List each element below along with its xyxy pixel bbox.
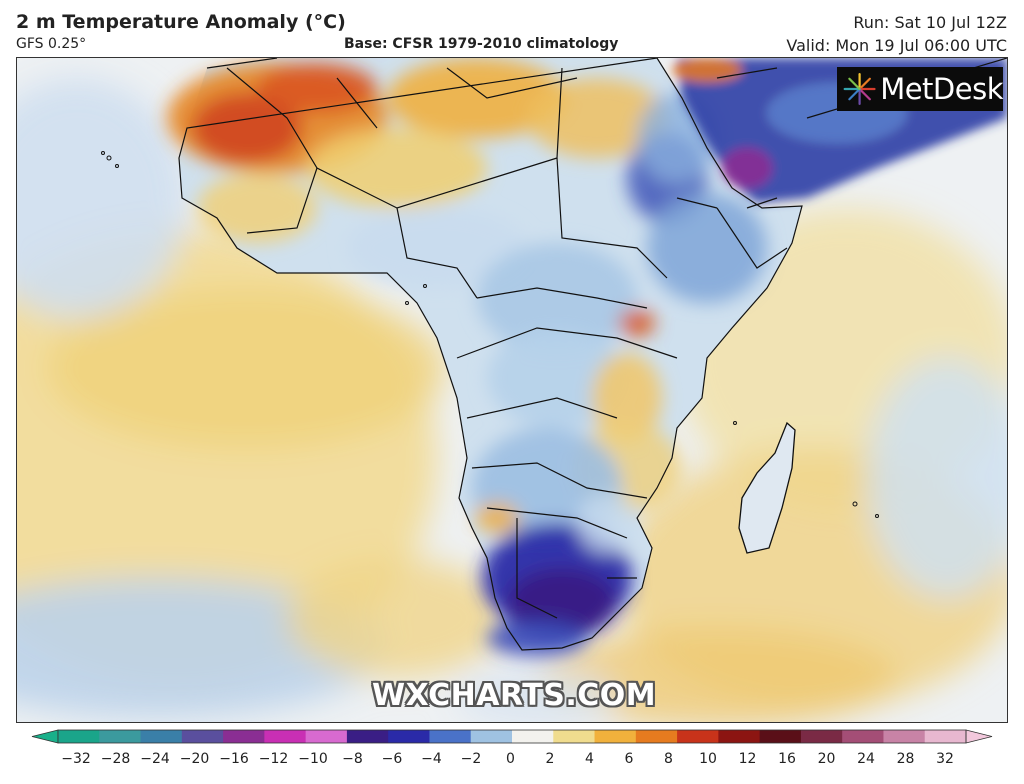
colorbar-tick-label: −32	[61, 751, 91, 767]
colorbar-segment	[429, 730, 472, 743]
metdesk-starburst-icon	[843, 73, 876, 105]
colorbar-tick-label: 6	[624, 751, 634, 767]
colorbar-tick-label: 24	[857, 751, 875, 767]
colorbar-segment	[677, 730, 719, 743]
small-islands	[101, 151, 879, 518]
metdesk-logo: MetDesk	[837, 67, 1003, 111]
colorbar-segment	[388, 730, 430, 743]
colorbar-segment	[305, 730, 348, 743]
colorbar-tick-label: −4	[421, 751, 442, 767]
colorbar-segment	[635, 730, 678, 743]
colorbar-tick-label: −28	[100, 751, 131, 767]
colorbar-tick-label: 32	[936, 751, 954, 767]
colorbar-segment	[883, 730, 926, 743]
anomaly-map	[16, 57, 1008, 723]
wxcharts-watermark: WXCHARTS.COM	[372, 678, 657, 713]
madagascar	[738, 421, 796, 554]
colorbar-tick-label: −12	[258, 751, 289, 767]
colorbar-segment	[553, 730, 596, 743]
colorbar-tick-label: 20	[817, 751, 836, 767]
valid-time-label: Valid: Mon 19 Jul 06:00 UTC	[786, 36, 1007, 55]
colorbar-segment	[718, 730, 761, 743]
colorbar-ticks: −32 −28 −24 −20 −16 −12 −10 −8 −6 −4 −2 0 2 4 6 8 10 12 16…	[0, 751, 1024, 771]
colorbar-segment	[800, 730, 843, 743]
colorbar-segment	[346, 730, 389, 743]
colorbar-segment	[512, 730, 554, 743]
colorbar-tick-label: 12	[738, 751, 757, 767]
colorbar-segment	[759, 730, 802, 743]
chart-header: 2 m Temperature Anomaly (°C) GFS 0.25° B…	[0, 0, 1024, 56]
chart-title: 2 m Temperature Anomaly (°C)	[16, 11, 346, 33]
colorbar-tick-label: −6	[381, 751, 403, 767]
colorbar-tick-label: 4	[585, 751, 594, 767]
colorbar-max-arrow	[965, 729, 993, 744]
colorbar-segment	[58, 730, 100, 743]
colorbar-tick-label: 16	[778, 751, 796, 767]
colorbar-tick-label: −2	[460, 751, 482, 767]
colorbar-segment	[842, 730, 884, 743]
logo-text: MetDesk	[880, 72, 1003, 106]
ocean-anomaly-field	[17, 78, 1007, 722]
colorbar-segment	[470, 730, 513, 743]
model-label: GFS 0.25°	[16, 36, 87, 52]
colorbar-tick-label: −20	[179, 751, 210, 767]
colorbar-segment	[264, 730, 307, 743]
colorbar-min-arrow	[31, 729, 59, 744]
colorbar-tick-label: 0	[506, 751, 515, 767]
colorbar-segment	[924, 730, 967, 743]
colorbar-tick-label: 28	[896, 751, 915, 767]
colorbar-tick-label: −10	[298, 751, 328, 767]
base-climatology-label: Base: CFSR 1979-2010 climatology	[344, 36, 619, 52]
colorbar: −32 −28 −24 −20 −16 −12 −10 −8 −6 −4 −2 0 2 4 6 8 10 12 16…	[0, 724, 1024, 784]
colorbar-tick-label: 8	[664, 751, 673, 767]
colorbar-strip	[31, 729, 993, 744]
colorbar-tick-label: −16	[219, 751, 249, 767]
colorbar-tick-label: 10	[699, 751, 717, 767]
colorbar-segment	[140, 730, 183, 743]
colorbar-tick-label: 2	[545, 751, 555, 767]
map-canvas	[17, 58, 1007, 722]
colorbar-segment	[594, 730, 637, 743]
run-time-label: Run: Sat 10 Jul 12Z	[853, 13, 1007, 32]
colorbar-segment	[99, 730, 142, 743]
colorbar-segment	[223, 730, 265, 743]
colorbar-segment	[181, 730, 224, 743]
colorbar-tick-label: −8	[342, 751, 363, 767]
colorbar-tick-label: −24	[140, 751, 170, 767]
